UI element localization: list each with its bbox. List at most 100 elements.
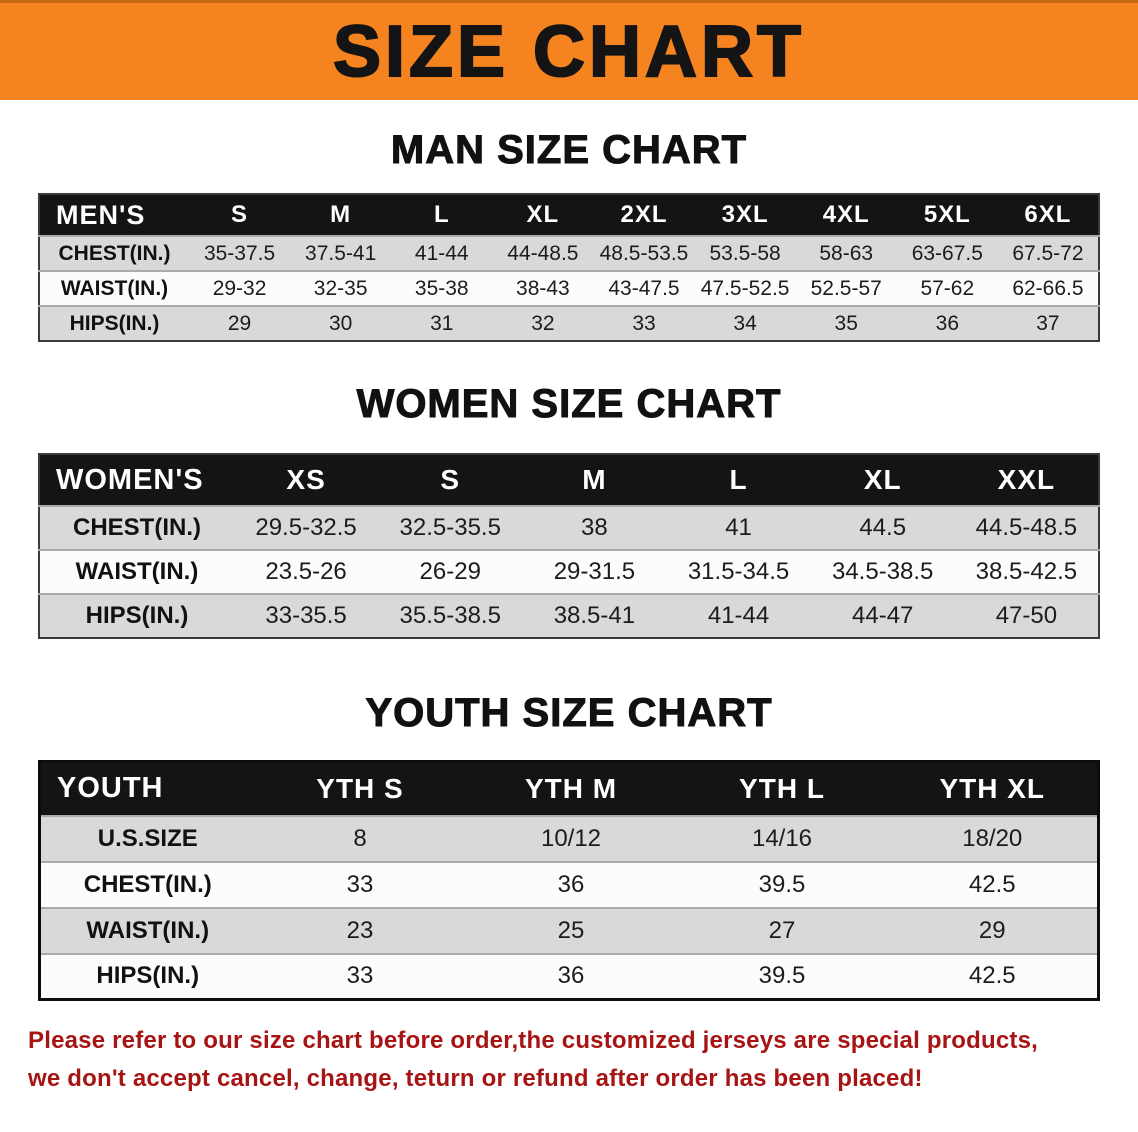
men-section-heading: MAN SIZE CHART <box>390 128 748 173</box>
row-label-cell: HIPS(IN.) <box>39 593 234 638</box>
col-header-cell: L <box>391 194 493 236</box>
size-value-cell: 44-48.5 <box>492 235 594 271</box>
table-row: U.S.SIZE 8 10/12 14/16 18/20 <box>39 814 1099 862</box>
col-header-cell: XS <box>234 454 379 506</box>
col-header-cell: M <box>290 194 392 236</box>
size-value-cell: 36 <box>465 860 677 908</box>
size-value-cell: 34.5-38.5 <box>810 549 955 594</box>
size-value-cell: 37.5-41 <box>290 235 392 271</box>
size-value-cell: 37 <box>997 305 1099 341</box>
table-row: HIPS(IN.) 33 36 39.5 42.5 <box>39 952 1099 1000</box>
men-table-wrap: MEN'S S M L XL 2XL 3XL 4XL 5XL 6XL CHEST… <box>0 193 1138 342</box>
row-label-cell: WAIST(IN.) <box>39 906 255 954</box>
size-value-cell: 25 <box>465 906 677 954</box>
row-label-cell: CHEST(IN.) <box>39 235 189 271</box>
col-header-cell: L <box>666 454 811 506</box>
col-header-cell: M <box>522 454 667 506</box>
size-value-cell: 36 <box>896 305 998 341</box>
size-value-cell: 63-67.5 <box>896 235 998 271</box>
size-value-cell: 44.5-48.5 <box>954 505 1099 550</box>
size-value-cell: 41-44 <box>666 593 811 638</box>
size-value-cell: 38 <box>522 505 667 550</box>
col-header-cell: 3XL <box>694 194 796 236</box>
size-value-cell: 38.5-42.5 <box>954 549 1099 594</box>
col-header-cell: YTH M <box>465 761 677 816</box>
youth-section-heading: YOUTH SIZE CHART <box>365 691 773 736</box>
row-label-cell: HIPS(IN.) <box>39 305 189 341</box>
row-label-cell: WAIST(IN.) <box>39 270 189 306</box>
size-value-cell: 39.5 <box>676 860 888 908</box>
size-value-cell: 58-63 <box>795 235 897 271</box>
table-row: CHEST(IN.) 29.5-32.5 32.5-35.5 38 41 44.… <box>39 505 1099 550</box>
table-row: HIPS(IN.) 33-35.5 35.5-38.5 38.5-41 41-4… <box>39 593 1099 638</box>
size-value-cell: 10/12 <box>465 814 677 862</box>
size-value-cell: 23.5-26 <box>234 549 379 594</box>
size-value-cell: 27 <box>676 906 888 954</box>
row-label-cell: CHEST(IN.) <box>39 860 255 908</box>
size-value-cell: 32 <box>492 305 594 341</box>
size-value-cell: 35-37.5 <box>189 235 291 271</box>
row-label-cell: WAIST(IN.) <box>39 549 234 594</box>
col-header-cell: YTH S <box>254 761 466 816</box>
youth-size-table: YOUTH YTH S YTH M YTH L YTH XL U.S.SIZE … <box>38 760 1100 1001</box>
disclaimer-line-1: Please refer to our size chart before or… <box>28 1027 1038 1054</box>
size-value-cell: 39.5 <box>676 952 888 1000</box>
size-value-cell: 26-29 <box>378 549 523 594</box>
size-value-cell: 35.5-38.5 <box>378 593 523 638</box>
row-label-cell: CHEST(IN.) <box>39 505 234 550</box>
row-label-cell: U.S.SIZE <box>39 814 255 862</box>
size-value-cell: 35 <box>795 305 897 341</box>
col-header-cell: S <box>378 454 523 506</box>
size-value-cell: 38.5-41 <box>522 593 667 638</box>
youth-table-wrap: YOUTH YTH S YTH M YTH L YTH XL U.S.SIZE … <box>0 760 1138 1001</box>
col-header-cell: 2XL <box>593 194 695 236</box>
women-size-table: WOMEN'S XS S M L XL XXL CHEST(IN.) 29.5-… <box>38 453 1100 639</box>
table-row: WAIST(IN.) 29-32 32-35 35-38 38-43 43-47… <box>39 270 1099 306</box>
col-header-cell: YTH L <box>676 761 888 816</box>
size-value-cell: 30 <box>290 305 392 341</box>
size-chart-content: MAN SIZE CHART MEN'S S M L XL 2XL 3XL 4X… <box>0 100 1138 1093</box>
size-value-cell: 47-50 <box>954 593 1099 638</box>
size-value-cell: 67.5-72 <box>997 235 1099 271</box>
table-row: WAIST(IN.) 23.5-26 26-29 29-31.5 31.5-34… <box>39 549 1099 594</box>
size-value-cell: 42.5 <box>887 952 1099 1000</box>
size-value-cell: 29-32 <box>189 270 291 306</box>
col-header-cell: XL <box>810 454 955 506</box>
size-value-cell: 32-35 <box>290 270 392 306</box>
size-chart-banner: SIZE CHART <box>0 0 1138 100</box>
size-value-cell: 33 <box>254 952 466 1000</box>
size-value-cell: 36 <box>465 952 677 1000</box>
size-value-cell: 53.5-58 <box>694 235 796 271</box>
col-header-cell: YTH XL <box>887 761 1099 816</box>
size-value-cell: 47.5-52.5 <box>694 270 796 306</box>
size-value-cell: 35-38 <box>391 270 493 306</box>
size-value-cell: 31 <box>391 305 493 341</box>
youth-header-row: YOUTH YTH S YTH M YTH L YTH XL <box>39 761 1099 816</box>
size-value-cell: 44-47 <box>810 593 955 638</box>
size-value-cell: 8 <box>254 814 466 862</box>
size-value-cell: 41-44 <box>391 235 493 271</box>
table-row: WAIST(IN.) 23 25 27 29 <box>39 906 1099 954</box>
table-row: CHEST(IN.) 33 36 39.5 42.5 <box>39 860 1099 908</box>
size-value-cell: 29-31.5 <box>522 549 667 594</box>
youth-table-title: YOUTH <box>39 761 255 816</box>
col-header-cell: XXL <box>954 454 1099 506</box>
size-value-cell: 42.5 <box>887 860 1099 908</box>
size-value-cell: 29.5-32.5 <box>234 505 379 550</box>
women-table-title: WOMEN'S <box>39 454 234 506</box>
table-row: CHEST(IN.) 35-37.5 37.5-41 41-44 44-48.5… <box>39 235 1099 271</box>
men-header-row: MEN'S S M L XL 2XL 3XL 4XL 5XL 6XL <box>39 194 1099 236</box>
disclaimer: Please refer to our size chart before or… <box>0 1027 1138 1093</box>
size-value-cell: 44.5 <box>810 505 955 550</box>
size-value-cell: 14/16 <box>676 814 888 862</box>
size-value-cell: 34 <box>694 305 796 341</box>
size-value-cell: 23 <box>254 906 466 954</box>
size-value-cell: 29 <box>189 305 291 341</box>
men-size-table: MEN'S S M L XL 2XL 3XL 4XL 5XL 6XL CHEST… <box>38 193 1100 342</box>
size-value-cell: 33 <box>593 305 695 341</box>
col-header-cell: XL <box>492 194 594 236</box>
size-value-cell: 57-62 <box>896 270 998 306</box>
banner-title: SIZE CHART <box>332 11 805 93</box>
size-value-cell: 48.5-53.5 <box>593 235 695 271</box>
size-value-cell: 52.5-57 <box>795 270 897 306</box>
